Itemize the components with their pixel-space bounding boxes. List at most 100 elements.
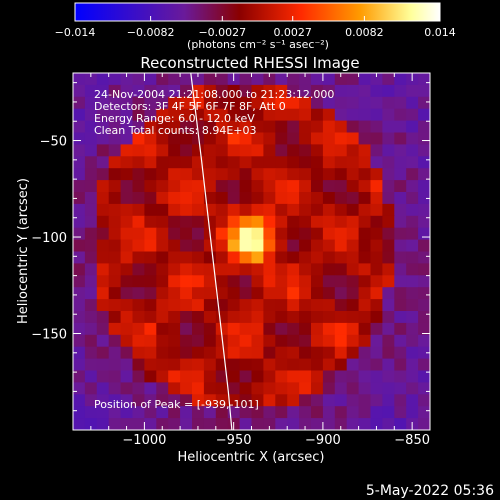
heatmap-cell <box>406 275 419 288</box>
heatmap-cell <box>96 394 110 407</box>
heatmap-cell <box>239 84 253 98</box>
heatmap-cell <box>418 168 430 181</box>
heatmap-cell <box>299 73 312 86</box>
heatmap-cell <box>108 73 122 86</box>
heatmap-cell <box>192 322 205 336</box>
heatmap-cell <box>370 215 383 229</box>
heatmap-cell <box>251 370 264 383</box>
heatmap-cell <box>322 311 336 324</box>
heatmap-cell <box>322 227 336 241</box>
heatmap-cell <box>168 144 181 157</box>
heatmap-cell <box>156 180 169 193</box>
heatmap-cell <box>346 322 360 336</box>
heatmap-cell <box>120 311 134 324</box>
heatmap-cell <box>406 215 419 229</box>
heatmap-cell <box>334 287 348 300</box>
heatmap-cell <box>394 84 407 98</box>
heatmap-cell <box>311 275 324 288</box>
heatmap-cell <box>370 418 383 430</box>
heatmap-cell <box>96 406 110 419</box>
heatmap-cell <box>168 251 181 264</box>
heatmap-cell <box>96 263 110 276</box>
heatmap-cell <box>418 120 430 134</box>
heatmap-cell <box>382 215 395 229</box>
heatmap-cell <box>358 311 372 324</box>
heatmap-cell <box>418 144 430 157</box>
heatmap-cell <box>108 180 122 193</box>
heatmap-cell <box>263 263 276 276</box>
heatmap-cell <box>144 73 157 86</box>
heatmap-cell <box>227 251 241 264</box>
heatmap-cell <box>394 418 407 430</box>
heatmap-cell <box>275 358 288 372</box>
heatmap-cell <box>144 406 157 419</box>
heatmap-cell <box>358 263 372 276</box>
heatmap-cell <box>311 311 324 324</box>
heatmap-cell <box>215 322 229 336</box>
heatmap-cell <box>239 418 253 430</box>
heatmap-cell <box>239 227 253 241</box>
heatmap-cell <box>418 382 430 395</box>
heatmap-cell <box>120 192 134 205</box>
heatmap-cell <box>203 334 217 348</box>
heatmap-cell <box>132 406 145 419</box>
heatmap-cell <box>239 108 253 122</box>
annotation-counts: Clean Total counts: 8.94E+03 <box>94 124 257 137</box>
heatmap-cell <box>203 132 217 145</box>
heatmap-cell <box>156 406 169 419</box>
heatmap-cell <box>132 215 145 229</box>
heatmap-cell <box>275 334 288 348</box>
heatmap-cell <box>96 96 110 110</box>
heatmap-cell <box>192 239 205 253</box>
heatmap-cell <box>215 418 229 430</box>
heatmap-cell <box>168 227 181 241</box>
heatmap-cell <box>132 358 145 372</box>
heatmap-cell <box>203 311 217 324</box>
heatmap-cell <box>96 311 110 324</box>
heatmap-cell <box>251 96 264 110</box>
heatmap-cell <box>239 287 253 300</box>
heatmap-cell <box>299 215 312 229</box>
heatmap-cell <box>180 227 193 241</box>
heatmap-cell <box>84 227 98 241</box>
heatmap-cell <box>168 334 181 348</box>
heatmap-cell <box>144 227 157 241</box>
heatmap-cell <box>251 120 264 134</box>
heatmap-cell <box>299 227 312 241</box>
heatmap-cell <box>144 120 157 134</box>
heatmap-cell <box>311 334 324 348</box>
heatmap-cell <box>144 215 157 229</box>
heatmap-cell <box>263 406 276 419</box>
heatmap-cell <box>132 418 145 430</box>
heatmap-cell <box>120 108 134 122</box>
y-tick-label: −50 <box>40 135 67 150</box>
heatmap-cell <box>168 287 181 300</box>
heatmap-cell <box>84 144 98 157</box>
heatmap-cell <box>96 346 110 360</box>
heatmap-cell <box>144 418 157 430</box>
heatmap-cell <box>346 192 360 205</box>
heatmap-cell <box>287 346 300 360</box>
heatmap-cell <box>84 263 98 276</box>
heatmap-cell <box>322 120 336 134</box>
heatmap-cell <box>73 275 86 288</box>
heatmap-cell <box>144 370 157 383</box>
heatmap-cell <box>334 156 348 169</box>
heatmap-cell <box>346 263 360 276</box>
heatmap-cell <box>108 418 122 430</box>
heatmap-cell <box>251 73 264 86</box>
heatmap-cell <box>406 287 419 300</box>
heatmap-cell <box>287 132 300 145</box>
heatmap-cell <box>168 108 181 122</box>
heatmap-cell <box>84 418 98 430</box>
heatmap-cell <box>251 168 264 181</box>
heatmap-cell <box>275 382 288 395</box>
heatmap-cell <box>84 120 98 134</box>
heatmap-cell <box>370 394 383 407</box>
heatmap-cell <box>394 299 407 312</box>
heatmap-cell <box>263 322 276 336</box>
heatmap-cell <box>299 394 312 407</box>
heatmap-cell <box>73 120 86 134</box>
heatmap-cell <box>96 180 110 193</box>
heatmap-cell <box>215 108 229 122</box>
